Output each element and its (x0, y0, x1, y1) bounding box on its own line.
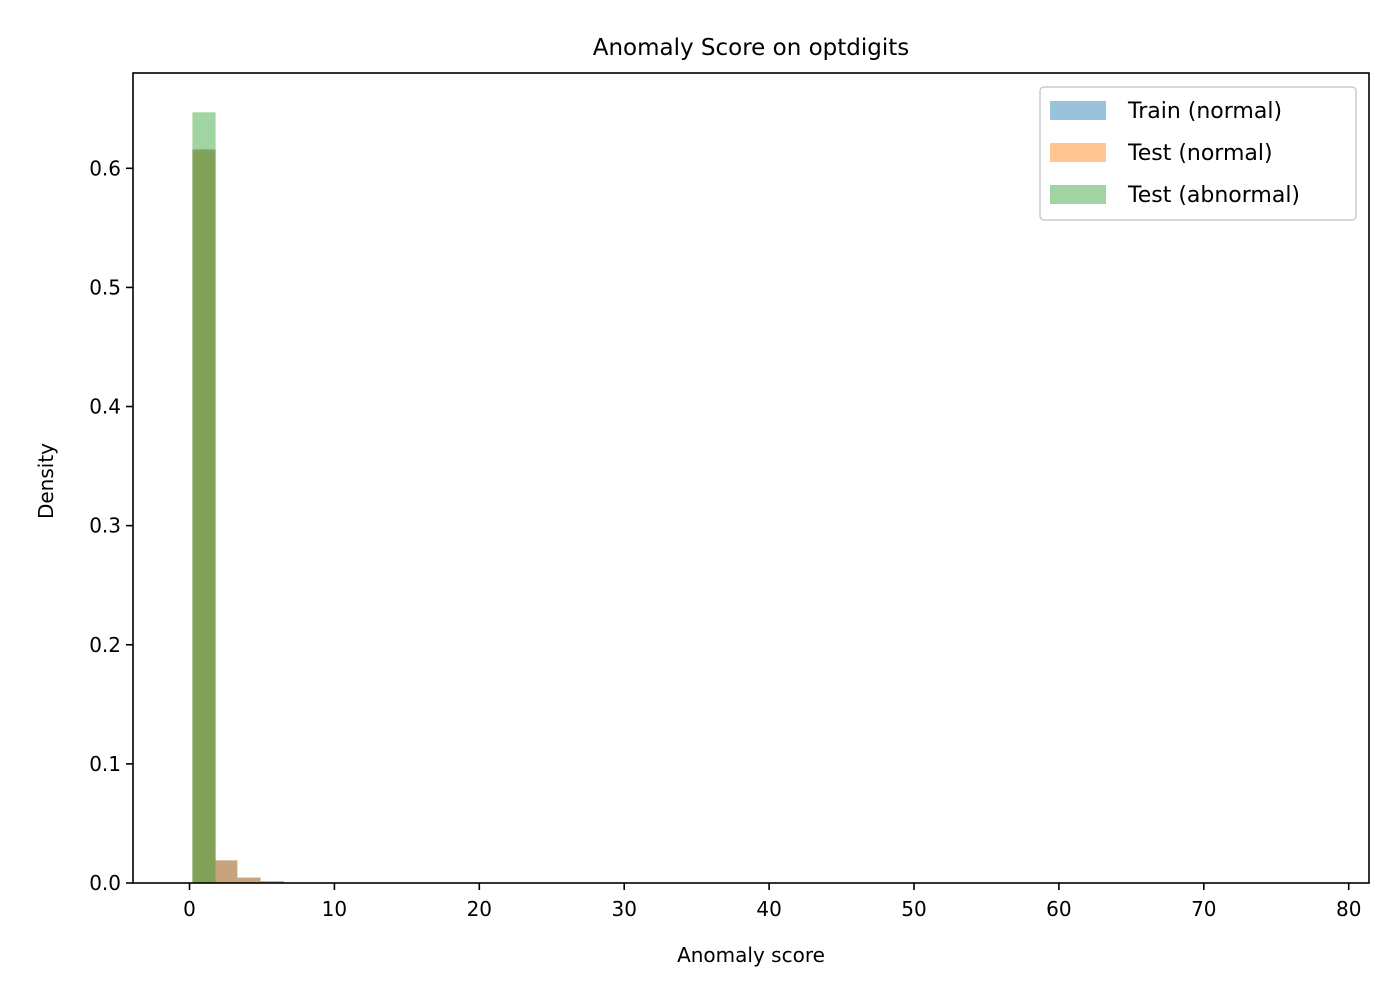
bar-series-2-bin-0 (192, 112, 216, 883)
x-tick-label: 60 (1046, 897, 1071, 921)
chart-title: Anomaly Score on optdigits (593, 35, 910, 61)
histogram-bars (192, 112, 284, 884)
legend-swatch (1050, 185, 1106, 204)
bar-series-1-bin-3 (260, 881, 284, 883)
x-tick-label: 0 (183, 897, 196, 921)
legend-swatch (1050, 143, 1106, 162)
plot-area-frame (132, 72, 1370, 884)
legend-label: Test (abnormal) (1127, 183, 1300, 208)
x-tick-label: 30 (611, 897, 636, 921)
y-tick-label: 0.4 (89, 395, 121, 419)
bar-series-1-bin-1 (215, 860, 238, 883)
bar-series-0-bin-1 (215, 860, 238, 883)
legend-label: Test (normal) (1127, 141, 1273, 166)
legend: Train (normal) Test (normal) Test (abnorma… (1039, 86, 1357, 221)
bar-series-0-bin-2 (237, 877, 261, 883)
y-tick-label: 0.3 (89, 514, 121, 538)
x-tick-label: 20 (467, 897, 492, 921)
bar-series-1-bin-0 (192, 150, 216, 883)
y-tick-label: 0.1 (89, 752, 121, 776)
x-tick-label: 70 (1191, 897, 1216, 921)
x-tick-label: 80 (1336, 897, 1361, 921)
x-tick-label: 50 (901, 897, 926, 921)
bar-series-1-bin-2 (237, 877, 261, 883)
y-tick-label: 0.2 (89, 633, 121, 657)
x-tick-label: 40 (756, 897, 781, 921)
legend-box (1039, 86, 1357, 221)
x-axis-ticks: 0 10 20 30 40 50 60 70 80 (183, 883, 1361, 921)
legend-label: Train (normal) (1127, 99, 1282, 124)
x-axis-label: Anomaly score (677, 943, 825, 967)
y-axis-label: Density (34, 443, 58, 519)
legend-swatch (1050, 101, 1106, 120)
bar-series-0-bin-3 (260, 881, 284, 883)
y-tick-label: 0.5 (89, 275, 121, 299)
y-tick-label: 0.0 (89, 871, 121, 895)
y-axis-ticks: 0.0 0.1 0.2 0.3 0.4 0.5 0.6 (89, 156, 133, 895)
y-tick-label: 0.6 (89, 156, 121, 180)
x-tick-label: 10 (322, 897, 347, 921)
bar-series-0-bin-0 (192, 149, 216, 884)
